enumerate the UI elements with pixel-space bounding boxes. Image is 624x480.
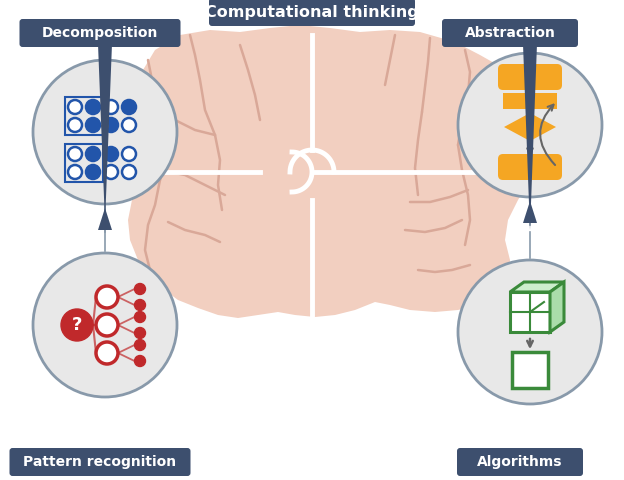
Ellipse shape — [33, 253, 177, 397]
Text: Computational thinking: Computational thinking — [205, 4, 419, 20]
Polygon shape — [523, 44, 537, 230]
Circle shape — [135, 356, 145, 367]
FancyBboxPatch shape — [457, 448, 583, 476]
Circle shape — [122, 100, 136, 114]
Circle shape — [104, 147, 118, 161]
Circle shape — [104, 165, 118, 179]
FancyBboxPatch shape — [503, 93, 557, 109]
Polygon shape — [550, 282, 564, 332]
Polygon shape — [128, 25, 542, 318]
Circle shape — [135, 284, 145, 295]
Circle shape — [104, 118, 118, 132]
Text: Abstraction: Abstraction — [464, 26, 555, 40]
Circle shape — [135, 327, 145, 338]
Polygon shape — [510, 292, 550, 332]
Text: Algorithms: Algorithms — [477, 455, 563, 469]
Circle shape — [68, 165, 82, 179]
Circle shape — [68, 147, 82, 161]
Circle shape — [135, 300, 145, 311]
Circle shape — [104, 100, 118, 114]
Circle shape — [135, 339, 145, 350]
Polygon shape — [98, 44, 112, 223]
Ellipse shape — [458, 53, 602, 197]
Circle shape — [86, 118, 100, 132]
Polygon shape — [98, 208, 112, 230]
Circle shape — [122, 118, 136, 132]
Circle shape — [86, 100, 100, 114]
Circle shape — [86, 147, 100, 161]
FancyBboxPatch shape — [512, 352, 548, 388]
Circle shape — [86, 165, 100, 179]
Circle shape — [96, 314, 118, 336]
Ellipse shape — [33, 60, 177, 204]
Text: Pattern recognition: Pattern recognition — [24, 455, 177, 469]
Polygon shape — [510, 282, 564, 292]
Polygon shape — [523, 201, 537, 223]
Circle shape — [68, 100, 82, 114]
Ellipse shape — [458, 260, 602, 404]
Circle shape — [68, 118, 82, 132]
FancyBboxPatch shape — [19, 19, 180, 47]
Circle shape — [122, 147, 136, 161]
Circle shape — [96, 342, 118, 364]
FancyBboxPatch shape — [442, 19, 578, 47]
Text: Decomposition: Decomposition — [42, 26, 158, 40]
FancyBboxPatch shape — [9, 448, 190, 476]
Circle shape — [61, 309, 93, 341]
FancyBboxPatch shape — [209, 0, 415, 26]
Circle shape — [96, 286, 118, 308]
Text: ?: ? — [72, 316, 82, 334]
Circle shape — [122, 165, 136, 179]
FancyBboxPatch shape — [498, 64, 562, 90]
Circle shape — [135, 312, 145, 323]
FancyBboxPatch shape — [498, 154, 562, 180]
Polygon shape — [504, 113, 556, 141]
